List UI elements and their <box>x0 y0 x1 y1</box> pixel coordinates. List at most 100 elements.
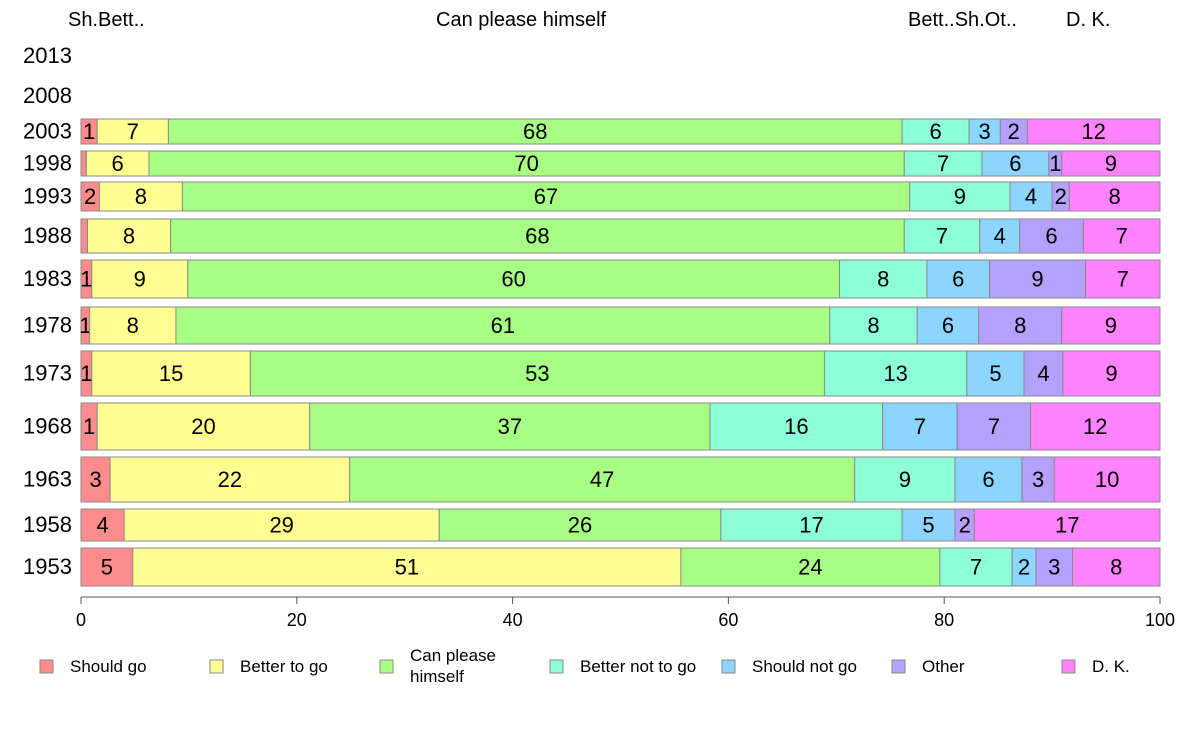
bar-1963-can-please-himself <box>349 456 856 503</box>
legend-swatch-should-go <box>39 659 54 674</box>
data-label-1953-better-to-go: 51 <box>395 555 419 580</box>
data-label-1988-other: 6 <box>1045 224 1057 249</box>
legend-label-better-to-go: Better to go <box>240 657 328 676</box>
data-label-1978-can-please-himself: 61 <box>491 313 515 338</box>
bar-1988-can-please-himself <box>170 218 905 254</box>
data-label-1973-d-k: 9 <box>1105 361 1117 386</box>
x-axis: 0 20 40 60 80 100 <box>76 596 1175 630</box>
data-label-1973-should-not-go: 5 <box>989 361 1001 386</box>
legend-label-should-not-go: Should not go <box>752 657 857 676</box>
data-label-1998-can-please-himself: 70 <box>514 151 538 176</box>
y-axis-labels: 2013 2008 2003 1998 1993 1988 1983 1978 1973 1968… <box>23 43 72 579</box>
data-label-1978-should-go: 1 <box>79 313 91 338</box>
top-label-dk: D. K. <box>1066 9 1110 31</box>
data-label-1963-better-to-go: 22 <box>218 467 242 492</box>
data-label-1963-other: 3 <box>1032 467 1044 492</box>
legend: Should go Better to go Can please himself Be… <box>39 646 1130 686</box>
data-label-1988-better-to-go: 8 <box>123 224 135 249</box>
bar-1983-can-please-himself <box>187 259 841 299</box>
top-label-can-please-himself: Can please himself <box>436 9 607 31</box>
data-label-1998-d-k: 9 <box>1105 151 1117 176</box>
x-tick-label-40: 40 <box>503 610 523 630</box>
data-label-1968-better-not-to-go: 16 <box>784 414 808 439</box>
data-label-1993-other: 2 <box>1055 184 1067 209</box>
bar-1998-should-not-go <box>981 150 1050 177</box>
data-label-1953-other: 3 <box>1048 555 1060 580</box>
data-label-1973-can-please-himself: 53 <box>525 361 549 386</box>
data-label-1968-can-please-himself: 37 <box>498 414 522 439</box>
data-label-1963-should-not-go: 6 <box>982 467 994 492</box>
bar-1963-should-not-go <box>954 456 1023 503</box>
bar-1978-d-k <box>1061 306 1161 345</box>
data-label-1958-can-please-himself: 26 <box>568 513 592 538</box>
data-label-2003-better-not-to-go: 6 <box>929 119 941 144</box>
y-label-2003: 2003 <box>23 119 72 144</box>
x-tick-label-0: 0 <box>76 610 86 630</box>
bar-1958-better-not-to-go <box>720 508 903 542</box>
bar-1953-can-please-himself <box>680 547 941 587</box>
data-label-1993-d-k: 8 <box>1109 184 1121 209</box>
bar-1993-d-k <box>1068 181 1161 212</box>
legend-label-should-go: Should go <box>70 657 147 676</box>
data-label-1953-better-not-to-go: 7 <box>970 555 982 580</box>
data-label-1998-better-to-go: 6 <box>112 151 124 176</box>
data-label-1973-better-to-go: 15 <box>159 361 183 386</box>
bar-1983-other <box>989 259 1087 299</box>
data-label-1963-can-please-himself: 47 <box>590 467 614 492</box>
y-label-1993: 1993 <box>23 184 72 209</box>
column-header-labels: Sh.Bett.. Can please himself Bett..Sh.Ot… <box>68 9 1110 31</box>
x-tick-label-20: 20 <box>287 610 307 630</box>
data-label-1963-better-not-to-go: 9 <box>899 467 911 492</box>
data-label-1958-better-to-go: 29 <box>269 513 293 538</box>
bar-1953-better-to-go <box>132 547 682 587</box>
data-label-2003-d-k: 12 <box>1081 119 1105 144</box>
y-label-1968: 1968 <box>23 414 72 439</box>
bar-1973-d-k <box>1062 350 1161 397</box>
bar-1978-should-not-go <box>916 306 980 345</box>
bar-1983-better-not-to-go <box>839 259 928 299</box>
bar-1973-other <box>1023 350 1064 397</box>
legend-label-can-please-himself: Can please himself <box>410 646 496 686</box>
bar-2003-should-not-go <box>968 118 1001 145</box>
bar-1973-better-not-to-go <box>823 350 968 397</box>
top-label-should-better: Sh.Bett.. <box>68 9 145 31</box>
legend-swatch-better-not-to-go <box>549 659 564 674</box>
y-label-2008: 2008 <box>23 83 72 108</box>
bar-1988-should-go <box>80 218 88 254</box>
data-label-1998-should-not-go: 6 <box>1009 151 1021 176</box>
bar-1973-better-to-go <box>91 350 251 397</box>
bar-1988-other <box>1019 218 1084 254</box>
bar-1988-better-to-go <box>86 218 172 254</box>
bar-1993-can-please-himself <box>181 181 911 212</box>
data-label-1983-should-go: 1 <box>80 267 92 292</box>
y-label-1978: 1978 <box>23 313 72 338</box>
data-label-1993-better-not-to-go: 9 <box>954 184 966 209</box>
data-label-1993-should-go: 2 <box>84 184 96 209</box>
data-label-1968-d-k: 12 <box>1083 414 1107 439</box>
legend-swatch-d-k <box>1061 659 1076 674</box>
bar-1958-better-to-go <box>123 508 440 542</box>
bar-1998-better-not-to-go <box>903 150 983 177</box>
data-label-1978-should-not-go: 6 <box>942 313 954 338</box>
data-label-1958-should-go: 4 <box>96 513 108 538</box>
bar-2003-better-to-go <box>96 118 169 145</box>
bar-1953-should-go <box>80 547 134 587</box>
bar-1998-d-k <box>1061 150 1161 177</box>
data-label-1958-should-not-go: 5 <box>922 513 934 538</box>
data-label-1983-should-not-go: 6 <box>952 267 964 292</box>
data-label-1958-better-not-to-go: 17 <box>799 513 823 538</box>
y-label-1963: 1963 <box>23 467 72 492</box>
data-label-1968-should-go: 1 <box>83 414 95 439</box>
data-label-1973-better-not-to-go: 13 <box>883 361 907 386</box>
y-label-1973: 1973 <box>23 361 72 386</box>
y-label-2013: 2013 <box>23 43 72 68</box>
bar-1978-other <box>978 306 1063 345</box>
bars-area: 1 7 68 6 3 2 126 70 7 6 1 92 8 67 9 4 2 88 68 7 4 6 71 9 60 8 6 9 71… <box>79 118 1161 587</box>
data-label-1983-can-please-himself: 60 <box>501 267 525 292</box>
bar-1968-better-not-to-go <box>709 402 884 451</box>
data-label-1993-can-please-himself: 67 <box>534 184 558 209</box>
bar-1973-can-please-himself <box>249 350 825 397</box>
y-label-1983: 1983 <box>23 266 72 291</box>
data-label-1978-d-k: 9 <box>1105 313 1117 338</box>
data-label-1953-d-k: 8 <box>1110 555 1122 580</box>
